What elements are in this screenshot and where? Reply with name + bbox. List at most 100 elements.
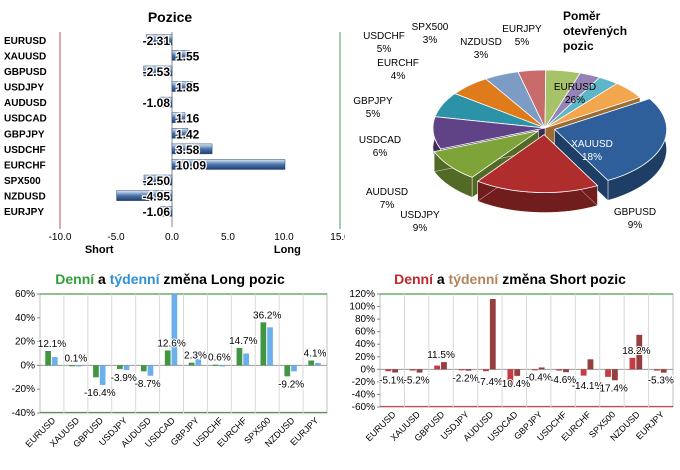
y-tick-label: -20% xyxy=(12,384,35,395)
value-label: 1.55 xyxy=(176,49,200,63)
data-label: 12.1% xyxy=(38,339,66,350)
pie-label-name: GBPJPY xyxy=(353,96,393,107)
pie-label-percent: 5% xyxy=(515,37,530,48)
bar-spx500 xyxy=(143,174,173,186)
bar-týdenní-gbpusd xyxy=(99,365,106,385)
pie-label-name: USDCAD xyxy=(359,135,401,146)
value-label: 1.16 xyxy=(176,112,200,126)
pie-slice-xauusd xyxy=(476,134,599,213)
title-part: týdenní xyxy=(110,271,161,287)
pie-label-name: AUDUSD xyxy=(366,187,408,198)
category-label: GBPJPY xyxy=(4,129,45,140)
bar-eurusd xyxy=(145,34,173,46)
bar-týdenní-audusd xyxy=(147,365,154,376)
category-label: USDCAD xyxy=(4,114,47,125)
pie-label-percent: 18% xyxy=(582,152,602,163)
pie-title-line: Poměr xyxy=(563,9,601,23)
y-tick-label: -60% xyxy=(352,402,375,413)
data-label: -17.4% xyxy=(596,383,628,394)
category-label: EURJPY xyxy=(4,207,44,218)
data-label: -5.3% xyxy=(648,376,674,387)
pie-slice-top xyxy=(544,83,641,129)
title-part: změna Short pozic xyxy=(498,271,626,287)
pie-label-name: EURJPY xyxy=(502,24,542,35)
ratio-pie-panel: Poměr otevřených pozic EURUSD 26% XAUUSD 18% GB… xyxy=(345,0,680,262)
y-tick-label: -40% xyxy=(352,389,375,400)
x-tick-label: 0.0 xyxy=(165,232,179,243)
pie-label-percent: 26% xyxy=(565,95,585,106)
pie-label-spx500: SPX500 3% xyxy=(412,22,449,46)
pie-title-line: pozic xyxy=(563,39,594,53)
bar-denní-usdjpy xyxy=(117,365,123,369)
bar-týdenní-eurjpy xyxy=(315,363,321,366)
long-change-bar-chart: Denní a týdenní změna Long pozic -40% -20%… xyxy=(12,271,328,449)
bar-týdenní-eurjpy xyxy=(660,369,667,373)
pie-label-percent: 7% xyxy=(380,200,395,211)
bar-denní-usdchf xyxy=(556,369,563,371)
y-tick-label: 80% xyxy=(355,314,375,325)
pie-label-name: SPX500 xyxy=(412,22,449,33)
pie-label-percent: 5% xyxy=(377,44,392,55)
title-part: Denní xyxy=(55,271,95,287)
bar-denní-usdchf xyxy=(212,364,219,366)
pie-label-name: USDCHF xyxy=(363,31,405,42)
pie-label-percent: 9% xyxy=(413,223,428,234)
bar-nzdusd xyxy=(116,190,173,201)
bar-eurchf xyxy=(171,159,286,170)
value-label: 10.09 xyxy=(176,158,206,172)
y-tick-label: 20% xyxy=(355,352,375,363)
value-label: -2.53 xyxy=(143,65,171,79)
bar-gbpusd xyxy=(143,65,173,77)
bar-denní-xauusd xyxy=(409,369,416,371)
pie-label-name: EURCHF xyxy=(377,58,419,69)
bar-usdchf xyxy=(171,143,213,155)
data-label: -16.4% xyxy=(84,388,116,399)
y-tick-label: 60% xyxy=(15,289,35,300)
positions-bar-chart: Pozice EURUSD -2.31 XAUUSD 1.55 GBPUSD -2.53 US… xyxy=(4,9,350,256)
bar-týdenní-gbpusd xyxy=(441,362,447,370)
data-label: -3.9% xyxy=(111,373,137,384)
bar-týdenní-usdcad xyxy=(171,294,178,366)
pie-label-gbpjpy: GBPJPY 5% xyxy=(353,96,393,120)
x-tick-label: 15.0 xyxy=(330,232,345,243)
bar-týdenní-gbpjpy xyxy=(538,367,545,370)
bar-usdcad xyxy=(171,112,186,123)
bar-gbpjpy xyxy=(171,128,189,139)
bar-denní-eurchf xyxy=(580,369,587,376)
short-label: Short xyxy=(85,244,114,256)
pie-label-audusd: AUDUSD 7% xyxy=(366,187,408,211)
bar-usdjpy xyxy=(171,81,193,92)
category-label: EURUSD xyxy=(4,36,46,47)
title-part: změna Long pozic xyxy=(160,271,285,287)
bar-denní-spx500 xyxy=(605,369,611,377)
bar-denní-usdjpy xyxy=(458,369,465,371)
y-tick-label: -20% xyxy=(352,377,375,388)
category-label: GBPUSD xyxy=(4,67,47,78)
data-label: -8.7% xyxy=(135,379,161,390)
bar-denní-usdcad xyxy=(507,369,514,386)
data-label: -5.2% xyxy=(404,376,430,387)
y-tick-label: 0% xyxy=(361,364,376,375)
y-tick-label: 40% xyxy=(15,313,35,324)
pie-label-percent: 5% xyxy=(366,109,381,120)
category-label: USDJPY xyxy=(4,83,44,94)
pie-label-name: XAUUSD xyxy=(571,139,613,150)
data-label: 12.6% xyxy=(157,338,185,349)
bar-týdenní-eurusd xyxy=(51,357,58,366)
data-label: -9.2% xyxy=(278,379,304,390)
value-label: 1.42 xyxy=(176,127,200,141)
bar-denní-eurusd xyxy=(45,351,51,366)
data-label: 11.5% xyxy=(427,350,455,361)
bar-týdenní-spx500 xyxy=(267,327,273,366)
y-tick-label: 100% xyxy=(349,302,375,313)
bar-týdenní-xauusd xyxy=(75,365,82,367)
data-label: 18.2% xyxy=(622,346,650,357)
bar-denní-audusd xyxy=(483,369,489,372)
pie-label-usdjpy: USDJPY 9% xyxy=(400,210,440,234)
bar-týdenní-usdchf xyxy=(219,365,226,367)
x-tick-label: -10.0 xyxy=(49,232,72,243)
positions-chart-panel: Pozice EURUSD -2.31 XAUUSD 1.55 GBPUSD -2.53 US… xyxy=(0,0,350,262)
pie-label-gbpusd: GBPUSD 9% xyxy=(614,207,656,231)
bar-denní-gbpjpy xyxy=(531,369,538,371)
